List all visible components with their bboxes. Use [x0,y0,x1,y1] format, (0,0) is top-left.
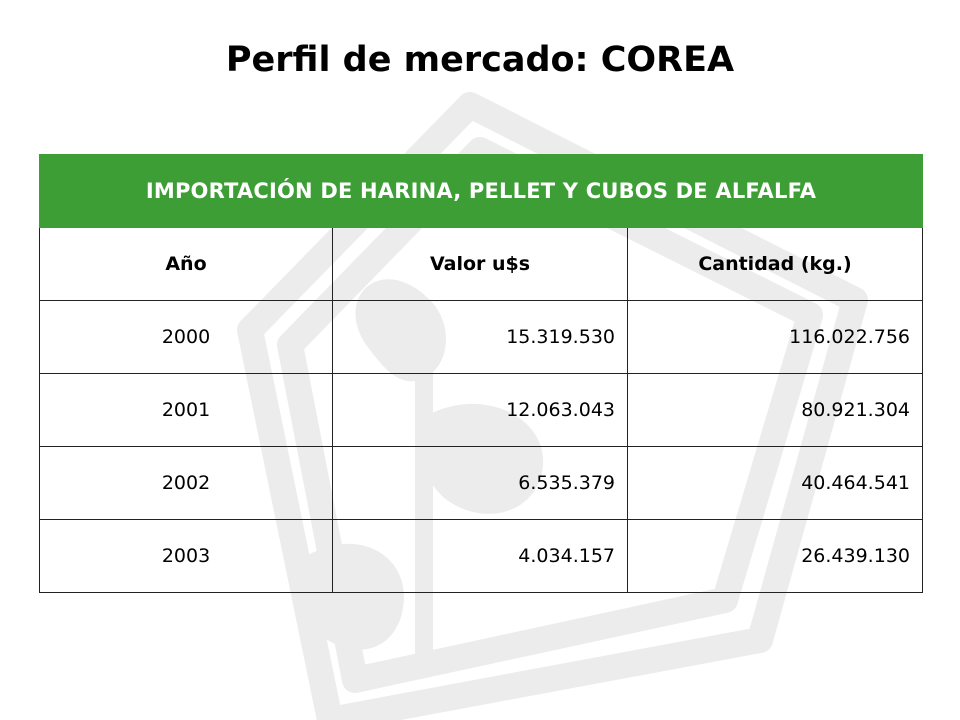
cell-quantity: 26.439.130 [627,519,923,593]
cell-quantity: 40.464.541 [627,446,923,520]
table-banner-row: IMPORTACIÓN DE HARINA, PELLET Y CUBOS DE… [39,154,923,228]
column-header-value: Valor u$s [332,227,628,301]
table-row: 2001 12.063.043 80.921.304 [39,373,923,447]
table-banner: IMPORTACIÓN DE HARINA, PELLET Y CUBOS DE… [39,154,923,228]
cell-year: 2002 [39,446,333,520]
table-header-row: Año Valor u$s Cantidad (kg.) [39,227,923,301]
table-row: 2002 6.535.379 40.464.541 [39,446,923,520]
column-header-year: Año [39,227,333,301]
table-row: 2000 15.319.530 116.022.756 [39,300,923,374]
cell-value: 4.034.157 [332,519,628,593]
table-row: 2003 4.034.157 26.439.130 [39,519,923,593]
cell-value: 15.319.530 [332,300,628,374]
cell-year: 2001 [39,373,333,447]
cell-quantity: 116.022.756 [627,300,923,374]
import-data-table: IMPORTACIÓN DE HARINA, PELLET Y CUBOS DE… [39,154,923,593]
cell-value: 6.535.379 [332,446,628,520]
cell-value: 12.063.043 [332,373,628,447]
slide-title: Perfil de mercado: COREA [225,40,735,80]
cell-year: 2003 [39,519,333,593]
cell-quantity: 80.921.304 [627,373,923,447]
column-header-quantity: Cantidad (kg.) [627,227,923,301]
cell-year: 2000 [39,300,333,374]
